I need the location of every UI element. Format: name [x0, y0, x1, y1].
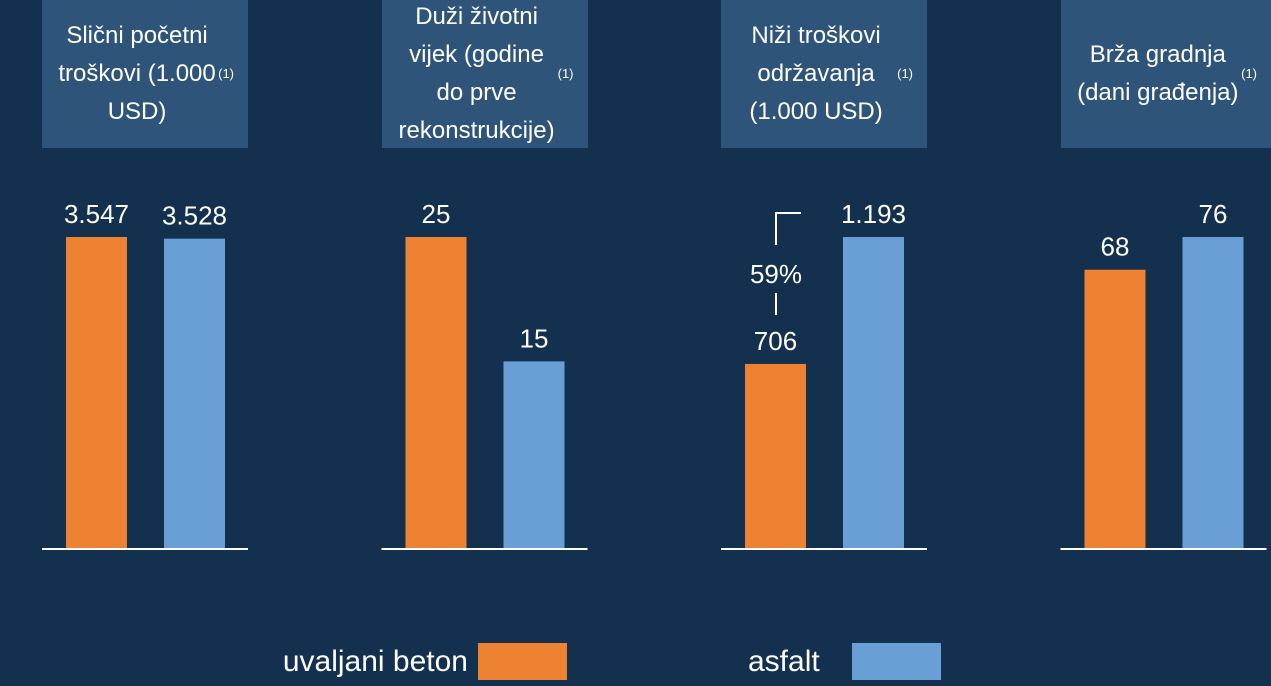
- annotation: 59%: [750, 259, 802, 289]
- bar: [745, 363, 806, 548]
- legend-swatch: [852, 643, 941, 680]
- bar: [405, 237, 467, 548]
- value-label: 3.528: [162, 201, 227, 231]
- value-label: 68: [1101, 232, 1130, 262]
- legend-label: uvaljani beton: [282, 645, 468, 678]
- value-label: 15: [520, 323, 549, 353]
- title-text: Brža gradnja (dani građenja): [1077, 41, 1239, 106]
- bar: [843, 237, 904, 548]
- bracket: [775, 212, 801, 245]
- value-label: 3.547: [64, 199, 129, 229]
- bar: [503, 361, 565, 548]
- title-text: Duži životni vijek (godine do prve rekon…: [398, 3, 555, 144]
- bar: [66, 237, 127, 548]
- value-label: 1.193: [841, 199, 906, 229]
- legend-label: asfalt: [748, 645, 820, 678]
- panel-title: Duži životni vijek (godine do prve rekon…: [381, 0, 588, 148]
- legend-swatch: [478, 643, 567, 680]
- bar: [164, 238, 225, 549]
- value-label: 25: [422, 199, 451, 229]
- title-text: Slični početni troškovi (1.000 USD): [58, 22, 216, 125]
- bar: [1084, 269, 1146, 548]
- panel-title: Niži troškovi održavanja (1.000 USD) (1): [721, 0, 927, 148]
- bar: [1182, 237, 1244, 548]
- value-label: 706: [754, 326, 797, 356]
- panel-title: Brža gradnja (dani građenja) (1): [1060, 0, 1271, 148]
- panel-title: Slični početni troškovi (1.000 USD) (1): [42, 0, 248, 148]
- value-label: 76: [1199, 199, 1228, 229]
- title-text: Niži troškovi održavanja (1.000 USD): [749, 22, 883, 125]
